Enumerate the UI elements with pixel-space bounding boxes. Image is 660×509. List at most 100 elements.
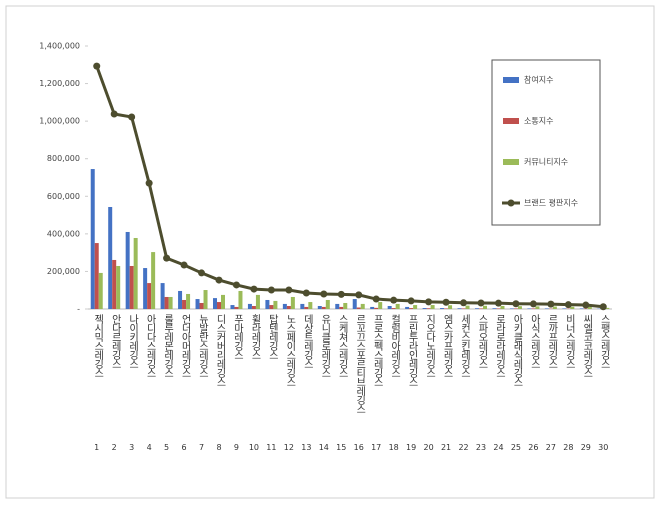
- line-marker: [145, 179, 153, 187]
- legend-box: [491, 59, 601, 226]
- rank-label: 23: [475, 443, 487, 452]
- bar: [308, 302, 313, 309]
- bar: [125, 231, 130, 309]
- line-marker: [163, 254, 171, 262]
- line-marker: [285, 286, 293, 294]
- line-marker: [250, 285, 258, 293]
- bar: [286, 305, 291, 309]
- y-tick-label: 800,000: [47, 154, 80, 163]
- bar: [234, 306, 239, 309]
- bar: [90, 169, 95, 309]
- bar: [186, 293, 191, 309]
- rank-label: 7: [198, 443, 205, 452]
- rank-label: 28: [563, 443, 574, 452]
- x-tick-label: 프로스펙스레깅스: [371, 314, 383, 386]
- line-marker: [494, 299, 502, 307]
- bar: [247, 303, 252, 309]
- bar: [143, 268, 148, 309]
- legend-swatch: [507, 199, 515, 207]
- bar: [413, 305, 418, 309]
- legend-swatch: [503, 159, 519, 165]
- rank-label: 26: [528, 443, 539, 452]
- x-tick-label: 데상트레깅스: [301, 314, 313, 368]
- rank-label: 10: [248, 443, 260, 452]
- y-tick-label: 1,200,000: [39, 79, 80, 88]
- bar: [544, 308, 549, 309]
- legend-swatch: [503, 77, 519, 83]
- bar: [108, 206, 113, 309]
- rank-label: 29: [580, 443, 591, 452]
- bar: [255, 294, 260, 309]
- bar: [213, 298, 217, 309]
- bar: [409, 308, 414, 309]
- bar: [475, 308, 479, 309]
- legend-label: 참여지수: [524, 75, 553, 85]
- legend-label: 소통지수: [524, 117, 553, 126]
- bar: [605, 307, 610, 309]
- bar: [552, 306, 557, 309]
- x-tick-label: 룰루레몬레깅스: [161, 314, 173, 377]
- line-marker: [93, 62, 101, 70]
- bar: [217, 302, 221, 309]
- bar: [587, 306, 592, 309]
- bar: [356, 307, 361, 309]
- x-tick-label: 아식스레깅스: [528, 314, 540, 368]
- y-tick-label: 1,000,000: [39, 117, 80, 126]
- bar: [112, 259, 117, 309]
- line-marker: [564, 301, 572, 309]
- rank-label: 22: [458, 443, 469, 452]
- x-tick-label: 아디다스레깅스: [144, 314, 156, 377]
- bar: [440, 308, 445, 309]
- rank-label: 19: [406, 443, 417, 452]
- bar: [151, 252, 156, 309]
- bar: [265, 299, 270, 309]
- line-marker: [442, 298, 450, 306]
- line-marker: [337, 290, 345, 298]
- y-tick-label: 400,000: [47, 229, 80, 238]
- bar: [147, 283, 152, 309]
- x-tick-label: 노스페이스레깅스: [283, 314, 295, 386]
- rank-label: 12: [283, 443, 294, 452]
- line-marker: [599, 303, 607, 311]
- bar: [269, 305, 274, 309]
- x-tick-label: 푸마레깅스: [231, 314, 243, 359]
- x-tick-label: 아키클래식레깅스: [510, 314, 522, 386]
- y-tick-label: 1,400,000: [39, 42, 80, 51]
- rank-label: 20: [423, 443, 434, 452]
- bar: [405, 306, 410, 309]
- line-marker: [215, 276, 223, 284]
- y-tick-label: 200,000: [47, 267, 80, 276]
- bar: [444, 308, 449, 309]
- rank-label: 8: [216, 443, 222, 452]
- bar: [343, 302, 348, 309]
- line-marker: [372, 295, 380, 303]
- bar: [513, 308, 518, 309]
- line-marker: [320, 290, 328, 298]
- bar: [230, 305, 235, 309]
- line-marker: [128, 113, 136, 121]
- bar: [483, 305, 487, 309]
- x-tick-label: 탑텐레깅스: [266, 314, 278, 359]
- bar: [290, 296, 295, 309]
- line-marker: [512, 300, 520, 308]
- bar: [492, 308, 497, 309]
- line-marker: [355, 291, 363, 299]
- rank-label: 24: [493, 443, 504, 452]
- bar: [378, 302, 383, 309]
- x-tick-label: 스케쳐스레깅스: [336, 314, 348, 377]
- bar: [133, 237, 138, 309]
- bar: [457, 308, 462, 309]
- x-tick-label: 스팽스레깅스: [598, 314, 610, 368]
- x-tick-label: 휠라레깅스: [248, 314, 260, 359]
- legend-swatch: [503, 118, 519, 124]
- bar: [509, 308, 514, 309]
- bar: [352, 299, 357, 309]
- rank-label: 18: [388, 443, 399, 452]
- rank-label: 1: [94, 443, 100, 452]
- bar: [94, 243, 99, 309]
- x-tick-label: 프린투라인레깅스: [406, 314, 418, 386]
- bar: [203, 290, 208, 309]
- rank-label: 14: [318, 443, 329, 452]
- bar: [500, 305, 505, 309]
- bar: [448, 305, 453, 309]
